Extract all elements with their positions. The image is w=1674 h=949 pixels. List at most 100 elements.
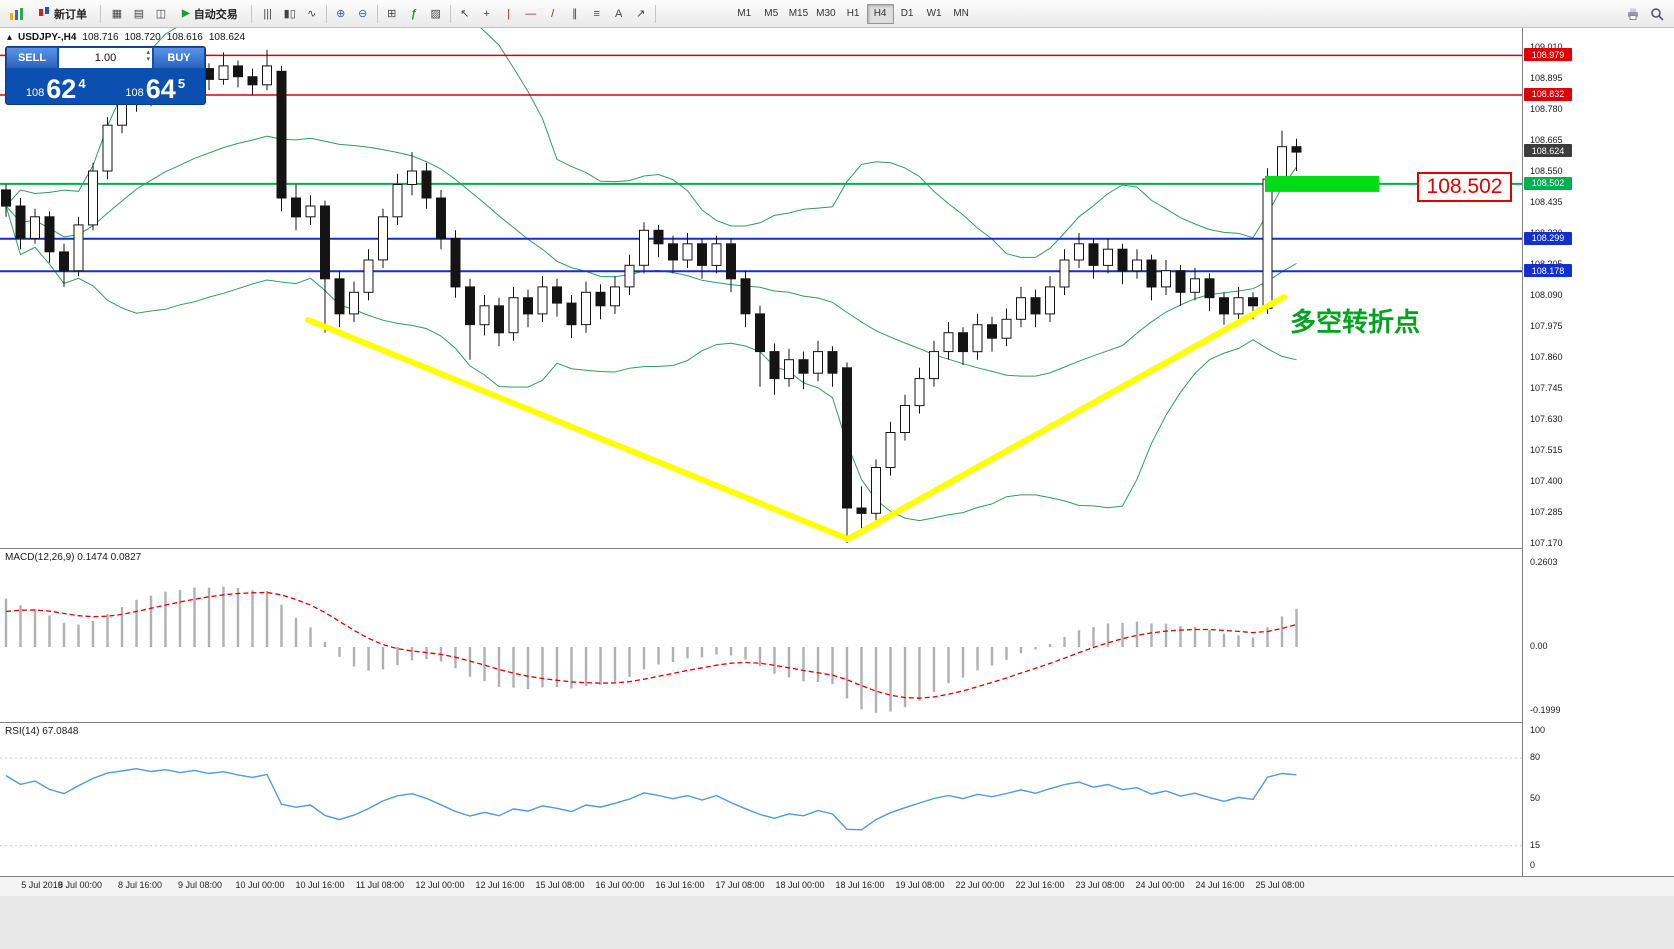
axis-price-box: 108.502	[1524, 176, 1572, 190]
buy-price[interactable]: 108 64 5	[106, 69, 206, 104]
macd-axis-label: 0.00	[1530, 641, 1548, 651]
price-callout-label[interactable]: 108.502	[1417, 172, 1512, 202]
price-chart-panel[interactable]	[0, 0, 1522, 548]
time-label: 10 Jul 16:00	[295, 880, 345, 890]
horizontal-lines	[0, 54, 1522, 273]
trendline-left[interactable]	[305, 317, 851, 542]
timeframe-m15-button[interactable]: M15	[788, 8, 809, 19]
timeframe-d1-button[interactable]: D1	[900, 8, 914, 19]
bar-chart-icon[interactable]: |||	[263, 7, 272, 20]
profiles-icon[interactable]: ▤	[133, 8, 145, 20]
separator	[654, 4, 656, 23]
rsi-axis-label: 0	[1530, 860, 1536, 870]
axis-price-box: 108.979	[1524, 48, 1572, 62]
time-label: 8 Jul 00:00	[57, 880, 103, 890]
fibonacci-icon[interactable]: ≡	[593, 7, 600, 20]
line-chart-icon[interactable]: ∿	[307, 8, 317, 20]
drawn-objects	[305, 175, 1379, 542]
highlight-rectangle[interactable]	[1265, 175, 1379, 192]
ohlc-close: 108.624	[208, 32, 246, 43]
axis-price-box: 108.178	[1524, 264, 1572, 278]
axis-scale-label: 107.975	[1530, 320, 1563, 331]
price-chart[interactable]	[0, 0, 1522, 548]
axis-scale-label: 108.665	[1530, 134, 1563, 145]
sell-price-pip: 4	[78, 76, 86, 91]
spinner-up-icon[interactable]: ▴	[146, 49, 150, 56]
time-label: 24 Jul 00:00	[1135, 880, 1185, 890]
symbol-info: ▴ USDJPY-,H4 108.716 108.720 108.616 108…	[7, 32, 245, 43]
search-icon[interactable]	[1646, 3, 1668, 25]
time-label: 24 Jul 16:00	[1195, 880, 1245, 890]
rsi-axis-label: 80	[1530, 752, 1541, 762]
bollinger-middle	[5, 135, 1297, 377]
time-label: 12 Jul 16:00	[475, 880, 525, 890]
timeframe-h1-button[interactable]: H1	[846, 8, 860, 19]
axis-price-box: 108.832	[1524, 87, 1572, 101]
time-label: 10 Jul 00:00	[235, 880, 285, 890]
time-label: 18 Jul 00:00	[775, 880, 825, 890]
indicators-icon[interactable]: ƒ	[410, 7, 417, 20]
sell-button[interactable]: SELL	[6, 47, 58, 69]
collapse-panel-icon[interactable]: ▴	[7, 32, 13, 43]
axis-scale-label: 109.010	[1530, 42, 1563, 52]
chart-window-icon[interactable]: ▦	[111, 8, 123, 20]
rsi-panel[interactable]: RSI(14) 67.0848	[0, 722, 1522, 876]
rsi-label: RSI(14) 67.0848	[5, 726, 79, 737]
axis-scale-label: 107.515	[1530, 444, 1563, 455]
candlestick-chart-icon[interactable]: ▮▯	[283, 8, 296, 20]
trendline-right[interactable]	[845, 294, 1287, 542]
autotrading-label: 自动交易	[193, 8, 238, 21]
time-label: 19 Jul 08:00	[895, 880, 945, 890]
volume-input[interactable]: 1.00 ▴ ▾	[59, 48, 152, 68]
ohlc-open: 108.716	[82, 32, 119, 43]
trendline-icon[interactable]: /	[551, 7, 555, 20]
app-icon	[6, 3, 28, 25]
timeframe-w1-button[interactable]: W1	[926, 8, 942, 19]
autotrading-button[interactable]: ▶ 自动交易	[174, 3, 246, 25]
symbol-name: USDJPY-,H4	[18, 32, 77, 43]
macd-panel[interactable]: MACD(12,26,9) 0.1474 0.0827	[0, 548, 1522, 722]
templates-icon[interactable]: ▨	[430, 8, 441, 20]
time-label: 12 Jul 00:00	[415, 880, 465, 890]
print-icon[interactable]	[1622, 3, 1644, 25]
market-watch-icon[interactable]: ◫	[155, 8, 167, 20]
rsi-chart	[0, 757, 1522, 847]
text-label-icon[interactable]: A	[615, 7, 623, 20]
timeframe-m30-button[interactable]: M30	[816, 8, 836, 19]
buy-price-pip: 5	[177, 76, 186, 91]
crosshair-icon[interactable]: +	[483, 7, 490, 20]
time-label: 17 Jul 08:00	[715, 880, 765, 890]
sell-price[interactable]: 108 62 4	[6, 69, 106, 104]
timeframe-mn-button[interactable]: MN	[953, 8, 969, 19]
zoom-out-icon[interactable]: ⊖	[358, 8, 368, 20]
cursor-icon[interactable]: ↖	[460, 8, 470, 20]
axis-scale-label: 108.435	[1530, 196, 1563, 207]
timeframe-m1-button[interactable]: M1	[737, 8, 752, 19]
time-label: 11 Jul 08:00	[355, 880, 405, 890]
spinner-down-icon[interactable]: ▾	[146, 56, 150, 63]
sell-price-big: 62	[46, 74, 77, 104]
volume-spinner[interactable]: ▴ ▾	[146, 49, 150, 63]
zoom-in-icon[interactable]: ⊕	[336, 8, 346, 20]
axis-scale-label: 108.895	[1530, 72, 1563, 83]
macd-histogram	[4, 586, 1298, 713]
horizontal-line-icon[interactable]: ―	[525, 7, 537, 20]
channel-icon[interactable]: ∥	[571, 8, 578, 20]
time-label: 16 Jul 16:00	[655, 880, 705, 890]
timeframe-m5-button[interactable]: M5	[764, 8, 779, 19]
new-order-button[interactable]: 新订单	[30, 3, 95, 25]
buy-button[interactable]: BUY	[153, 47, 205, 69]
axis-scale-label: 108.550	[1530, 165, 1563, 176]
vertical-line-icon[interactable]: |	[507, 7, 511, 20]
time-label: 9 Jul 08:00	[177, 880, 223, 890]
timeframe-h4-button[interactable]: H4	[866, 3, 894, 24]
ohlc-low: 108.616	[166, 32, 203, 43]
price-axis[interactable]: 109.010 108.895 108.780 108.665 108.550 108.4…	[1522, 28, 1674, 896]
arrow-tool-icon[interactable]: ↗	[636, 8, 646, 20]
grid-icon[interactable]: ⊞	[387, 8, 397, 20]
axis-scale-label: 107.860	[1530, 351, 1563, 362]
annotation-text[interactable]: 多空转折点	[1290, 307, 1421, 337]
separator	[376, 4, 378, 23]
time-axis[interactable]: 5 Jul 2019 8 Jul 00:00 8 Jul 16:00 9 Jul 08…	[0, 876, 1674, 896]
new-order-icon	[38, 6, 50, 21]
